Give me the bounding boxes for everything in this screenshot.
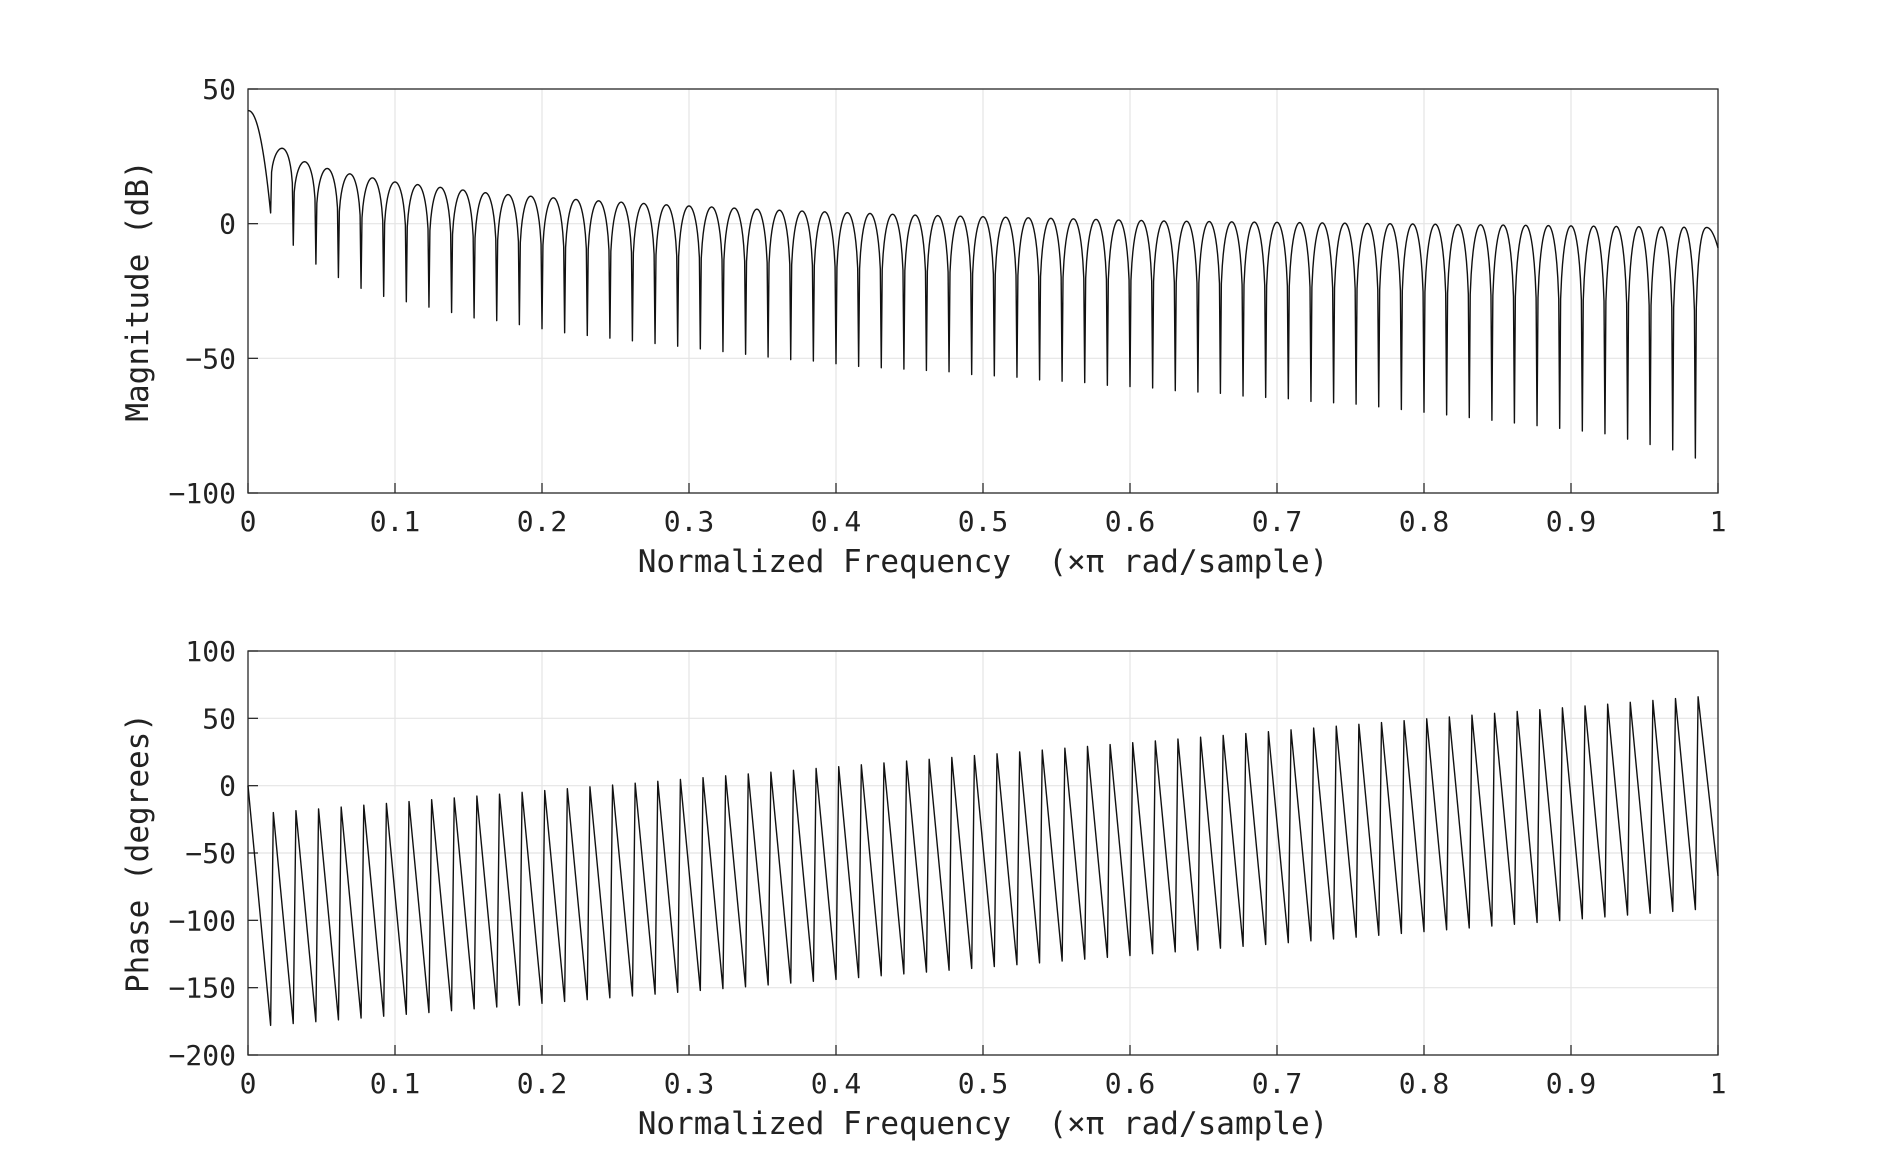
magnitude-ytick-labels: 50 0 −50 −100 (169, 73, 236, 510)
phase-xtick-label: 0.9 (1546, 1067, 1597, 1100)
magnitude-ytick-label: 50 (202, 73, 236, 106)
phase-x-axis-label: Normalized Frequency (×π rad/sample) (638, 1106, 1329, 1142)
phase-ytick-labels: 100 50 0 −50 −100 −150 −200 (169, 635, 236, 1072)
phase-xtick-label: 1 (1710, 1067, 1727, 1100)
phase-xtick-labels: 0 0.1 0.2 0.3 0.4 0.5 0.6 0.7 0.8 0.9 1 (240, 1067, 1727, 1100)
phase-ytick-label: −150 (169, 972, 236, 1005)
magnitude-plot: 50 0 −50 −100 0 0.1 0.2 0.3 0.4 0.5 0.6 0.7 0.8 0.9 1… (120, 73, 1726, 580)
magnitude-xtick-label: 1 (1710, 505, 1727, 538)
magnitude-xtick-label: 0.2 (517, 505, 568, 538)
magnitude-ytick-label: −100 (169, 477, 236, 510)
phase-ytick-label: 100 (185, 635, 236, 668)
phase-xtick-label: 0.1 (370, 1067, 421, 1100)
magnitude-xtick-label: 0 (240, 505, 257, 538)
phase-ytick-label: −50 (185, 837, 236, 870)
magnitude-xtick-label: 0.6 (1105, 505, 1156, 538)
phase-ytick-label: −200 (169, 1039, 236, 1072)
phase-plot: 100 50 0 −50 −100 −150 −200 0 0.1 0.2 0.3 0.4 0.5 0.… (120, 635, 1726, 1142)
magnitude-xtick-label: 0.8 (1399, 505, 1450, 538)
phase-ytick-label: 0 (219, 770, 236, 803)
phase-xtick-label: 0.3 (664, 1067, 715, 1100)
phase-xtick-label: 0.7 (1252, 1067, 1303, 1100)
phase-ytick-label: −100 (169, 904, 236, 937)
phase-tick-marks (247, 650, 1719, 1056)
phase-response-line (247, 696, 1719, 1027)
phase-xtick-label: 0 (240, 1067, 257, 1100)
phase-xtick-label: 0.2 (517, 1067, 568, 1100)
phase-y-axis-label: Phase (degrees) (120, 713, 156, 993)
magnitude-tick-marks (247, 88, 1719, 494)
magnitude-xtick-label: 0.5 (958, 505, 1009, 538)
phase-xtick-label: 0.4 (811, 1067, 862, 1100)
magnitude-xtick-label: 0.7 (1252, 505, 1303, 538)
magnitude-xtick-label: 0.1 (370, 505, 421, 538)
magnitude-xtick-label: 0.9 (1546, 505, 1597, 538)
phase-xtick-label: 0.5 (958, 1067, 1009, 1100)
phase-xtick-label: 0.6 (1105, 1067, 1156, 1100)
magnitude-ytick-label: 0 (219, 208, 236, 241)
magnitude-x-axis-label: Normalized Frequency (×π rad/sample) (638, 544, 1329, 580)
magnitude-xtick-labels: 0 0.1 0.2 0.3 0.4 0.5 0.6 0.7 0.8 0.9 1 (240, 505, 1727, 538)
phase-ytick-label: 50 (202, 702, 236, 735)
magnitude-ytick-label: −50 (185, 342, 236, 375)
magnitude-xtick-label: 0.3 (664, 505, 715, 538)
magnitude-response-line (247, 109, 1719, 459)
phase-grid (247, 650, 1719, 1056)
phase-xtick-label: 0.8 (1399, 1067, 1450, 1100)
magnitude-y-axis-label: Magnitude (dB) (120, 160, 156, 421)
magnitude-xtick-label: 0.4 (811, 505, 862, 538)
